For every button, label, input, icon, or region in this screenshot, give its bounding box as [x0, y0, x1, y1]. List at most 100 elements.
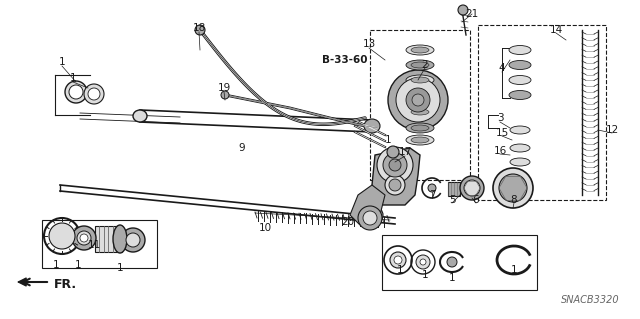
- Polygon shape: [95, 226, 122, 252]
- Ellipse shape: [510, 144, 530, 152]
- Text: 2: 2: [422, 60, 428, 70]
- Circle shape: [221, 91, 229, 99]
- Circle shape: [121, 228, 145, 252]
- Circle shape: [77, 231, 91, 245]
- Circle shape: [387, 146, 399, 158]
- Ellipse shape: [411, 92, 429, 98]
- Text: 1: 1: [385, 135, 391, 145]
- Circle shape: [72, 226, 96, 250]
- Text: 14: 14: [549, 25, 563, 35]
- Circle shape: [464, 180, 480, 196]
- Ellipse shape: [509, 61, 531, 70]
- Circle shape: [370, 210, 380, 220]
- Circle shape: [195, 25, 205, 35]
- Circle shape: [458, 5, 468, 15]
- Circle shape: [447, 257, 457, 267]
- Polygon shape: [350, 185, 385, 225]
- Text: 1: 1: [397, 265, 403, 275]
- Ellipse shape: [411, 62, 429, 68]
- Circle shape: [412, 94, 424, 106]
- Text: 10: 10: [259, 223, 271, 233]
- Ellipse shape: [406, 75, 434, 85]
- Circle shape: [65, 81, 87, 103]
- Ellipse shape: [510, 126, 530, 134]
- Circle shape: [80, 234, 88, 242]
- Text: 3: 3: [497, 113, 503, 123]
- Circle shape: [406, 88, 430, 112]
- Text: 1: 1: [449, 273, 455, 283]
- Ellipse shape: [411, 47, 429, 53]
- Text: 9: 9: [239, 143, 245, 153]
- Circle shape: [367, 207, 383, 223]
- Circle shape: [493, 168, 533, 208]
- Circle shape: [88, 88, 100, 100]
- Text: 17: 17: [398, 147, 412, 157]
- Ellipse shape: [406, 45, 434, 55]
- Text: 1: 1: [75, 260, 81, 270]
- Text: 12: 12: [605, 125, 619, 135]
- Ellipse shape: [411, 137, 429, 143]
- Text: 1: 1: [59, 57, 65, 67]
- Ellipse shape: [364, 119, 380, 133]
- Circle shape: [126, 233, 140, 247]
- Circle shape: [69, 85, 83, 99]
- Ellipse shape: [411, 77, 429, 83]
- Circle shape: [383, 153, 407, 177]
- Circle shape: [385, 175, 405, 195]
- Text: 5: 5: [449, 195, 455, 205]
- Circle shape: [49, 223, 75, 249]
- Ellipse shape: [406, 90, 434, 100]
- Ellipse shape: [510, 158, 530, 166]
- Circle shape: [390, 252, 406, 268]
- Text: 4: 4: [499, 63, 506, 73]
- Polygon shape: [372, 148, 420, 205]
- Circle shape: [428, 184, 436, 192]
- Ellipse shape: [411, 109, 429, 115]
- Ellipse shape: [406, 123, 434, 133]
- Ellipse shape: [133, 110, 147, 122]
- Text: B-33-60: B-33-60: [323, 55, 368, 65]
- Circle shape: [389, 179, 401, 191]
- Circle shape: [499, 174, 527, 202]
- Circle shape: [377, 147, 413, 183]
- Circle shape: [394, 256, 402, 264]
- Text: 16: 16: [493, 146, 507, 156]
- Bar: [448, 182, 460, 196]
- Bar: [382, 235, 537, 290]
- Circle shape: [358, 206, 382, 230]
- Text: 1: 1: [70, 73, 76, 83]
- Text: FR.: FR.: [54, 278, 77, 291]
- Text: 20: 20: [341, 217, 355, 227]
- Ellipse shape: [509, 91, 531, 100]
- Text: 13: 13: [362, 39, 376, 49]
- Ellipse shape: [406, 107, 434, 117]
- Circle shape: [388, 70, 448, 130]
- Text: 8: 8: [511, 195, 517, 205]
- Text: 11: 11: [88, 240, 100, 250]
- Bar: [478, 25, 606, 200]
- Ellipse shape: [406, 135, 434, 145]
- Ellipse shape: [509, 76, 531, 85]
- Circle shape: [420, 259, 426, 265]
- Ellipse shape: [509, 46, 531, 55]
- Text: 1: 1: [52, 260, 60, 270]
- Ellipse shape: [406, 60, 434, 70]
- Circle shape: [396, 78, 440, 122]
- Text: 15: 15: [495, 128, 509, 138]
- Text: 1: 1: [511, 265, 517, 275]
- Text: 1: 1: [116, 263, 124, 273]
- Circle shape: [416, 255, 430, 269]
- Circle shape: [460, 176, 484, 200]
- Text: 7: 7: [429, 190, 435, 200]
- Circle shape: [84, 84, 104, 104]
- Circle shape: [363, 211, 377, 225]
- Circle shape: [389, 159, 401, 171]
- Ellipse shape: [113, 225, 127, 253]
- Text: SNACB3320: SNACB3320: [561, 295, 620, 305]
- Text: 6: 6: [473, 195, 479, 205]
- Text: 21: 21: [465, 9, 479, 19]
- Text: 18: 18: [193, 23, 205, 33]
- Text: 19: 19: [218, 83, 230, 93]
- Bar: [370, 30, 470, 180]
- Ellipse shape: [411, 125, 429, 131]
